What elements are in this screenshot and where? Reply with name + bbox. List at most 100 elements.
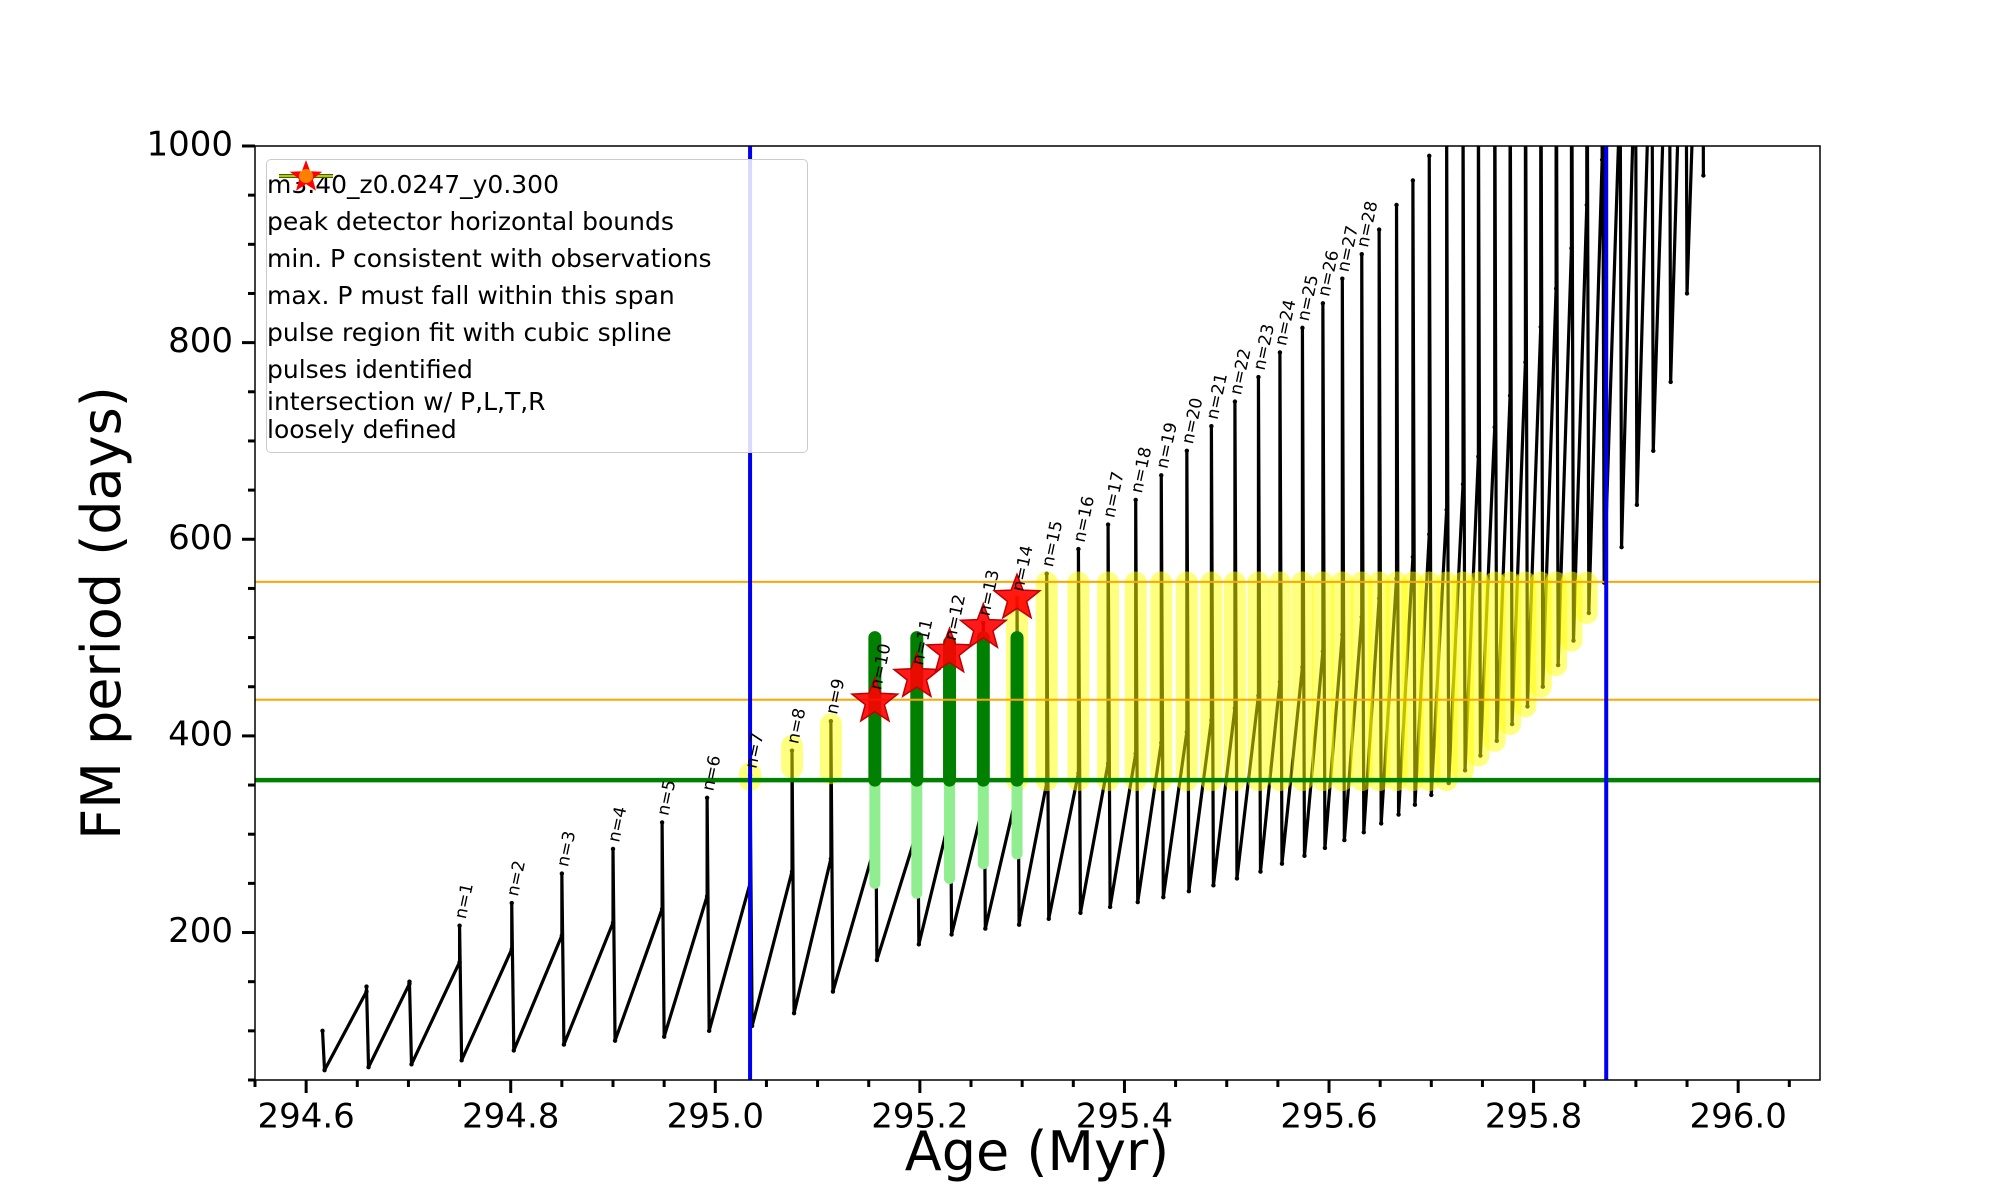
data-point xyxy=(1184,448,1190,453)
data-point xyxy=(659,906,665,912)
x-tick-label: 295.6 xyxy=(1280,1097,1377,1137)
data-point xyxy=(789,869,795,874)
data-point xyxy=(1016,922,1022,927)
data-point xyxy=(1651,448,1656,453)
x-axis-label: Age (Myr) xyxy=(905,1120,1170,1183)
data-point xyxy=(610,846,616,852)
data-point xyxy=(509,900,514,906)
data-point xyxy=(610,920,616,925)
legend-label: min. P consistent with observations xyxy=(267,243,712,273)
data-point xyxy=(659,820,665,825)
data-point xyxy=(509,947,514,952)
data-point xyxy=(1538,324,1543,330)
data-point xyxy=(1569,246,1574,251)
data-point xyxy=(1476,454,1481,459)
data-point xyxy=(1429,792,1434,798)
data-point xyxy=(1410,554,1416,560)
data-point xyxy=(612,1038,618,1043)
legend-entry: peak detector horizontal bounds xyxy=(267,174,807,240)
data-point xyxy=(1412,802,1418,807)
data-point xyxy=(1599,157,1605,162)
legend-entry: max. P must fall within this span xyxy=(267,175,807,314)
y-axis-label: FM period (days) xyxy=(70,386,133,840)
x-tick-label: 294.6 xyxy=(257,1097,354,1137)
data-point xyxy=(1232,399,1238,404)
data-point xyxy=(1209,424,1214,429)
legend-key xyxy=(299,169,313,183)
legend-entry: pulses identified xyxy=(267,160,807,388)
data-point xyxy=(1105,522,1111,527)
data-point xyxy=(828,856,834,861)
data-point xyxy=(1107,904,1113,910)
data-point xyxy=(457,923,462,928)
plot-area xyxy=(255,146,1820,1080)
pulse-star xyxy=(891,650,942,699)
data-point xyxy=(1378,821,1384,826)
legend: m3.40_z0.0247_y0.300 peak detector horizo… xyxy=(266,159,808,453)
data-point xyxy=(1322,845,1328,851)
data-point xyxy=(1234,876,1240,881)
y-tick-label: 1000 xyxy=(146,125,233,165)
legend-entry: pulse region fit with cubic spline xyxy=(267,172,807,351)
data-point xyxy=(1701,173,1706,178)
legend-label: peak detector horizontal bounds xyxy=(267,206,674,236)
data-point xyxy=(949,932,954,937)
data-point xyxy=(1342,837,1347,843)
data-point xyxy=(561,1042,567,1047)
legend-label: pulse region fit with cubic spline xyxy=(267,317,672,347)
data-point xyxy=(1619,544,1624,550)
pulse-star xyxy=(992,572,1042,620)
data-point xyxy=(1258,869,1263,874)
legend-entry: min. P consistent with observations xyxy=(267,174,807,277)
data-point xyxy=(1523,360,1528,365)
data-point xyxy=(830,989,836,994)
data-point xyxy=(559,933,565,938)
y-tick-label: 800 xyxy=(168,321,233,361)
data-point xyxy=(1396,812,1401,817)
pulse-star xyxy=(849,675,900,723)
data-point xyxy=(1584,202,1589,208)
data-point xyxy=(1507,393,1513,398)
y-tick-label: 400 xyxy=(168,714,233,754)
data-point xyxy=(874,957,880,963)
data-point xyxy=(704,893,710,899)
data-point xyxy=(407,979,412,984)
data-point xyxy=(1135,899,1140,905)
data-point xyxy=(1553,286,1559,291)
data-point xyxy=(706,1028,712,1034)
data-point xyxy=(704,795,710,801)
data-point xyxy=(1668,379,1673,385)
data-point xyxy=(364,989,369,994)
data-point xyxy=(457,959,462,965)
plot-frame xyxy=(254,145,1821,1081)
data-point xyxy=(559,871,565,876)
legend-label: pulses identified xyxy=(267,354,473,384)
x-tick-label: 295.2 xyxy=(871,1097,968,1137)
legend-entry: m3.40_z0.0247_y0.300 xyxy=(267,166,807,203)
x-tick-label: 296.0 xyxy=(1689,1097,1786,1137)
data-point xyxy=(1046,916,1051,921)
data-point xyxy=(791,1010,797,1016)
legend-label: max. P must fall within this span xyxy=(267,280,675,310)
pulse-star xyxy=(924,626,975,674)
legend-entry: intersection w/ P,L,T,R loosely defined xyxy=(267,169,807,444)
data-point xyxy=(320,1028,325,1034)
data-point xyxy=(1302,853,1307,859)
data-point xyxy=(916,942,922,947)
data-point xyxy=(1279,861,1285,866)
x-tick-label: 295.4 xyxy=(1076,1097,1173,1137)
data-point xyxy=(1460,482,1466,487)
data-point xyxy=(409,1062,414,1067)
data-point xyxy=(511,1048,516,1053)
data-point xyxy=(1256,374,1261,380)
data-point xyxy=(366,1065,371,1070)
data-point xyxy=(1078,910,1083,916)
data-point xyxy=(1320,301,1326,306)
data-point xyxy=(1277,350,1283,355)
data-point xyxy=(1159,473,1164,478)
data-point xyxy=(1076,546,1081,552)
data-point xyxy=(1444,507,1449,512)
data-point xyxy=(1634,502,1640,508)
